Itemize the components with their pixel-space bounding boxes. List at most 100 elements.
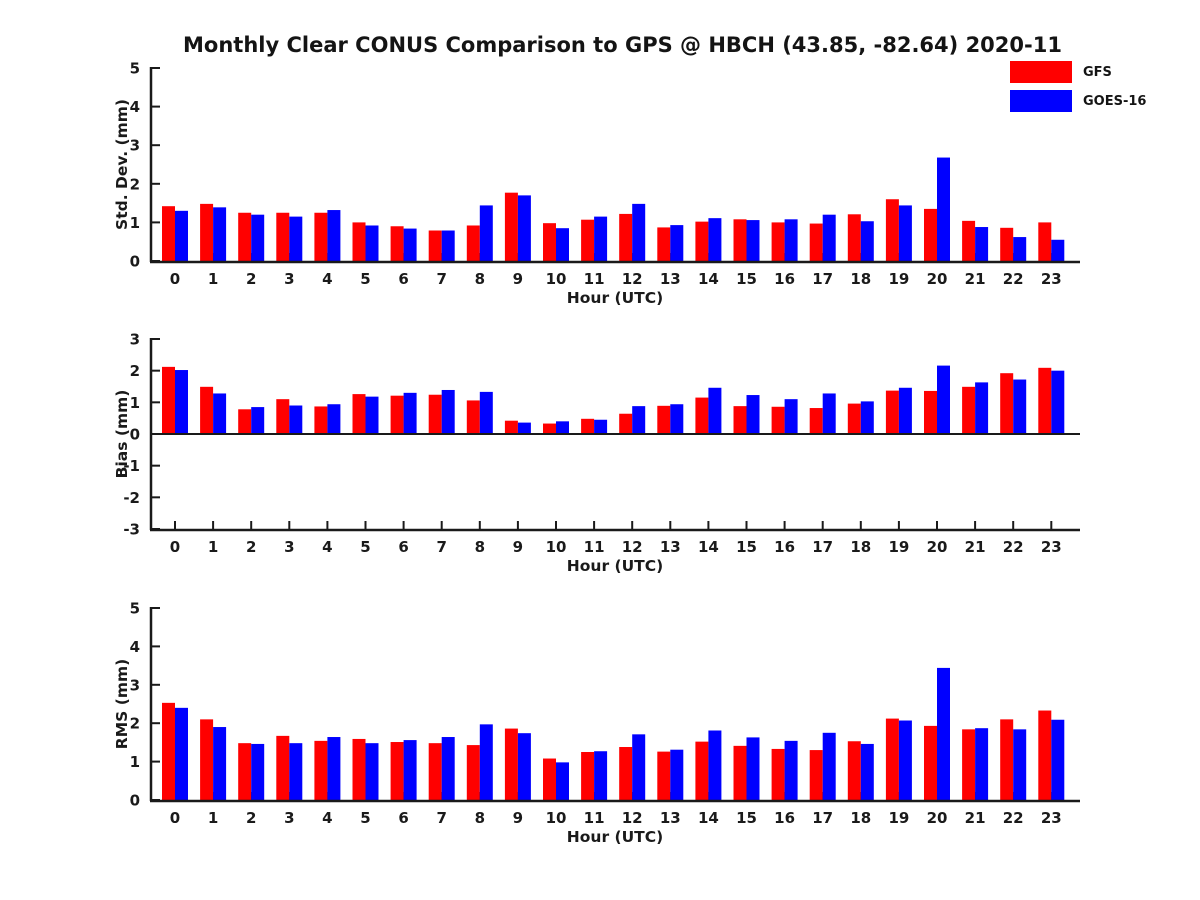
x-tick-label: 20 [927, 538, 948, 556]
bar [885, 390, 899, 434]
bar [556, 228, 569, 261]
bar [517, 195, 531, 261]
y-tick-label: 4 [130, 98, 140, 116]
bar [746, 220, 760, 261]
bar [466, 400, 480, 434]
bar [479, 724, 493, 800]
legend: GFS GOES-16 [1010, 61, 1146, 119]
x-tick-label: 22 [1003, 809, 1024, 827]
y-tick-label: 1 [130, 214, 140, 232]
rms-bars-gfs [162, 702, 1052, 800]
x-tick-label: 18 [850, 809, 871, 827]
std-dev-xlabel: Hour (UTC) [567, 289, 663, 307]
bar [403, 740, 417, 800]
x-tick-label: 13 [660, 270, 681, 288]
bar [466, 225, 480, 261]
bar [289, 405, 303, 434]
bar [1000, 373, 1014, 434]
bar [657, 227, 671, 261]
bar [175, 210, 188, 261]
bar [632, 203, 646, 261]
x-tick-label: 19 [888, 538, 909, 556]
bias-bars-goes16 [175, 365, 1065, 434]
bar [885, 718, 899, 800]
bar [619, 213, 633, 261]
bar [403, 228, 417, 261]
bar [403, 392, 417, 434]
bar [937, 667, 950, 800]
x-tick-label: 22 [1003, 538, 1024, 556]
x-tick-label: 21 [965, 270, 986, 288]
x-tick-label: 18 [850, 538, 871, 556]
x-tick-label: 5 [360, 270, 370, 288]
x-tick-label: 2 [246, 270, 256, 288]
x-tick-label: 4 [322, 270, 332, 288]
x-tick-label: 19 [888, 270, 909, 288]
bar [428, 394, 442, 434]
bar [1013, 729, 1027, 800]
y-tick-label: -3 [123, 521, 140, 539]
bar [581, 418, 595, 434]
bar [1038, 710, 1052, 800]
bar [238, 409, 252, 434]
x-tick-label: 3 [284, 538, 294, 556]
x-tick-label: 1 [208, 270, 218, 288]
x-tick-label: 4 [322, 538, 332, 556]
bar [809, 408, 823, 434]
y-tick-label: 0 [130, 426, 140, 444]
bar [581, 752, 595, 800]
bar [479, 205, 493, 261]
x-tick-label: 14 [698, 809, 719, 827]
x-tick-label: 12 [622, 538, 643, 556]
bar [822, 393, 836, 434]
bar [746, 737, 760, 800]
bar [733, 219, 747, 261]
bar [885, 199, 899, 261]
x-tick-label: 23 [1041, 270, 1062, 288]
y-tick-label: 4 [130, 638, 140, 656]
y-tick-label: 3 [130, 331, 140, 349]
bar [365, 396, 379, 434]
bar [175, 707, 188, 800]
x-tick-label: 15 [736, 538, 757, 556]
x-tick-label: 21 [965, 538, 986, 556]
bar [543, 423, 556, 434]
bar [695, 741, 709, 800]
bar [556, 421, 569, 434]
y-tick-label: 0 [130, 792, 140, 810]
bar [708, 387, 722, 434]
bar [314, 406, 328, 434]
bar [657, 405, 671, 434]
y-tick-label: 5 [130, 60, 140, 78]
bar [441, 230, 455, 261]
x-tick-label: 9 [513, 809, 523, 827]
x-tick-label: 15 [736, 270, 757, 288]
bar [504, 420, 518, 434]
bar [238, 212, 252, 261]
bar [352, 222, 366, 261]
bar [898, 720, 912, 800]
bar [594, 419, 608, 434]
bar [441, 737, 455, 800]
goes16-legend-label: GOES-16 [1083, 93, 1147, 109]
x-tick-label: 0 [170, 809, 180, 827]
bar [924, 208, 937, 261]
x-tick-label: 8 [475, 538, 485, 556]
legend-item-goes16: GOES-16 [1010, 90, 1146, 112]
x-tick-label: 9 [513, 270, 523, 288]
bar [213, 207, 227, 261]
bar [1000, 227, 1014, 261]
bar [771, 222, 785, 261]
bar [847, 403, 861, 434]
bar [213, 727, 227, 800]
bar [771, 748, 785, 800]
bar [937, 365, 950, 434]
bar [543, 223, 556, 261]
x-tick-label: 10 [546, 538, 567, 556]
bar [784, 399, 798, 434]
x-tick-label: 17 [812, 270, 833, 288]
bar [695, 397, 709, 434]
bar [238, 743, 252, 800]
x-tick-label: 15 [736, 809, 757, 827]
